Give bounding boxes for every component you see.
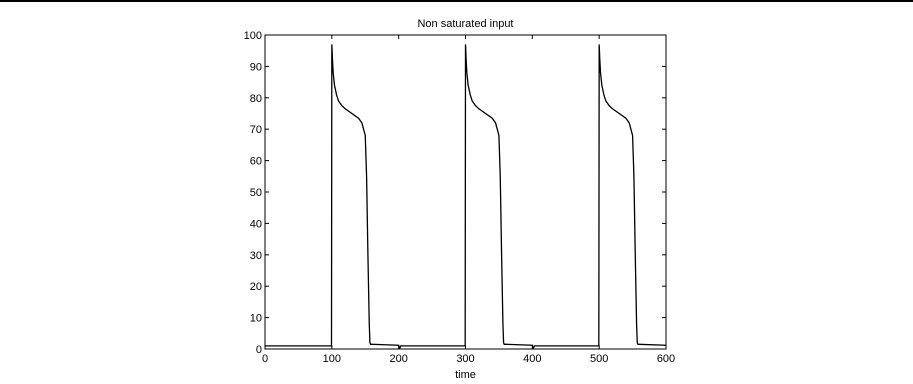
x-tick-label: 300	[456, 353, 474, 365]
y-tick-label: 70	[250, 124, 262, 136]
y-tick-label: 60	[250, 156, 262, 168]
y-tick-label: 90	[250, 61, 262, 73]
y-tick-label: 20	[250, 281, 262, 293]
axis-tick-labels: 0 100 200 300 400 500 600 0 10 20 30 40 50 60 70 80 90 10…	[244, 30, 676, 365]
y-tick-label: 50	[250, 187, 262, 199]
y-tick-label: 40	[250, 218, 262, 230]
y-tick-label: 0	[256, 344, 262, 356]
x-tick-label: 100	[323, 353, 341, 365]
y-tick-label: 80	[250, 93, 262, 105]
series-line	[265, 44, 667, 350]
x-tick-label: 200	[389, 353, 407, 365]
y-tick-label: 30	[250, 250, 262, 262]
top-rule	[0, 0, 913, 2]
chart-title: Non saturated input	[417, 18, 513, 30]
y-tick-label: 10	[250, 313, 262, 325]
y-tick-label: 100	[244, 30, 262, 42]
x-tick-label: 0	[262, 353, 268, 365]
x-tick-label: 500	[590, 353, 608, 365]
x-tick-label: 400	[523, 353, 541, 365]
x-tick-label: 600	[657, 353, 675, 365]
x-axis-label: time	[455, 369, 476, 381]
